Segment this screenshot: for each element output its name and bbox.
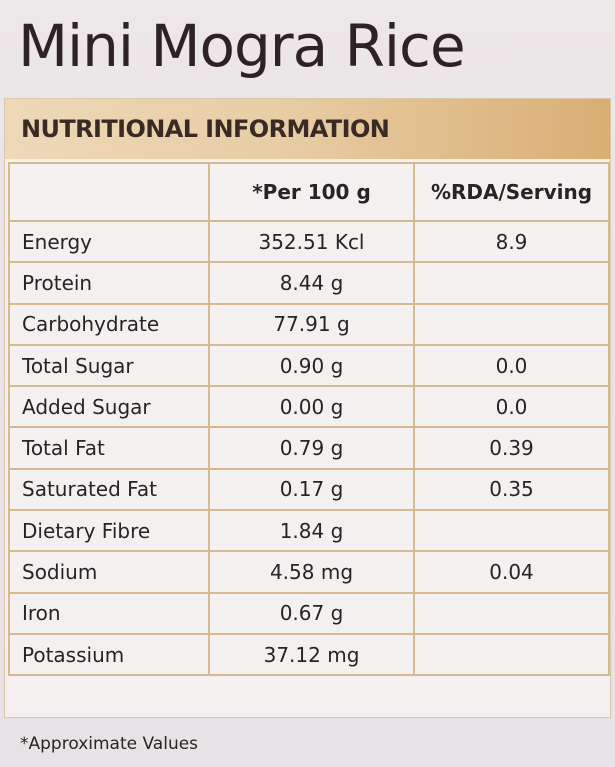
rda-value: 8.9 — [413, 219, 610, 264]
table-row: Saturated Fat 0.17 g 0.35 — [8, 467, 610, 512]
table-row: Added Sugar 0.00 g 0.0 — [8, 385, 610, 429]
nutrient-name: Dietary Fibre — [8, 509, 210, 553]
per-100g-value: 37.12 mg — [208, 632, 415, 677]
column-header-per-100g: *Per 100 g — [208, 162, 415, 222]
table-header-row: *Per 100 g %RDA/Serving — [8, 162, 610, 222]
rda-value — [413, 302, 610, 346]
per-100g-value: 0.00 g — [208, 385, 415, 429]
table-row: Iron 0.67 g — [8, 591, 610, 635]
table-row: Energy 352.51 Kcl 8.9 — [8, 219, 610, 264]
nutrition-table: *Per 100 g %RDA/Serving Energy 352.51 Kc… — [8, 162, 610, 677]
nutrient-name: Saturated Fat — [8, 467, 210, 512]
section-header-band: NUTRITIONAL INFORMATION — [5, 99, 610, 159]
per-100g-value: 0.90 g — [208, 343, 415, 388]
nutrient-name: Sodium — [8, 550, 210, 594]
footnote: *Approximate Values — [20, 734, 199, 754]
nutrient-name: Iron — [8, 591, 210, 635]
rda-value: 0.39 — [413, 426, 610, 470]
rda-value — [413, 509, 610, 553]
product-title: Mini Mogra Rice — [18, 12, 466, 80]
per-100g-value: 0.67 g — [208, 591, 415, 635]
nutrient-name: Energy — [8, 219, 210, 264]
table-row: Potassium 37.12 mg — [8, 632, 610, 677]
per-100g-value: 4.58 mg — [208, 550, 415, 594]
rda-value — [413, 632, 610, 677]
table-row: Total Fat 0.79 g 0.39 — [8, 426, 610, 470]
column-header-nutrient — [8, 162, 210, 222]
nutrient-name: Carbohydrate — [8, 302, 210, 346]
table-row: Total Sugar 0.90 g 0.0 — [8, 343, 610, 388]
per-100g-value: 0.17 g — [208, 467, 415, 512]
per-100g-value: 8.44 g — [208, 261, 415, 305]
nutrient-name: Total Fat — [8, 426, 210, 470]
rda-value: 0.0 — [413, 343, 610, 388]
table-row: Carbohydrate 77.91 g — [8, 302, 610, 346]
section-heading: NUTRITIONAL INFORMATION — [21, 115, 390, 143]
table-row: Dietary Fibre 1.84 g — [8, 509, 610, 553]
nutrient-name: Potassium — [8, 632, 210, 677]
column-header-rda: %RDA/Serving — [413, 162, 610, 222]
per-100g-value: 0.79 g — [208, 426, 415, 470]
table-row: Sodium 4.58 mg 0.04 — [8, 550, 610, 594]
rda-value: 0.0 — [413, 385, 610, 429]
rda-value — [413, 591, 610, 635]
rda-value: 0.35 — [413, 467, 610, 512]
nutrient-name: Protein — [8, 261, 210, 305]
nutrient-name: Total Sugar — [8, 343, 210, 388]
nutrition-panel: NUTRITIONAL INFORMATION *Per 100 g %RDA/… — [4, 98, 611, 718]
table-row: Protein 8.44 g — [8, 261, 610, 305]
rda-value — [413, 261, 610, 305]
nutrient-name: Added Sugar — [8, 385, 210, 429]
rda-value: 0.04 — [413, 550, 610, 594]
per-100g-value: 352.51 Kcl — [208, 219, 415, 264]
per-100g-value: 1.84 g — [208, 509, 415, 553]
per-100g-value: 77.91 g — [208, 302, 415, 346]
